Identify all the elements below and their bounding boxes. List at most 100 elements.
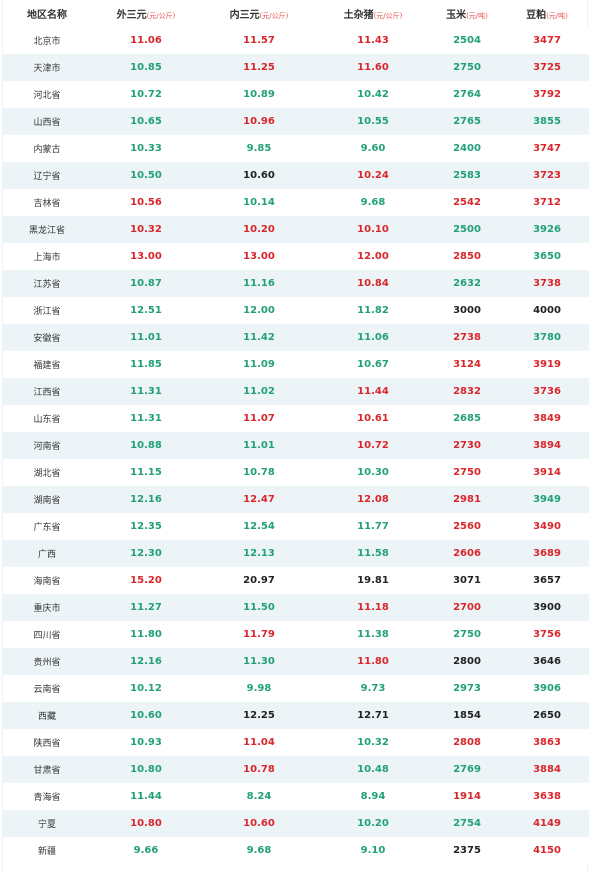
soymeal-price-cell: 3919	[505, 351, 589, 378]
soymeal-price-cell: 3792	[505, 81, 589, 108]
header-soymeal: 豆粕(元/吨)	[505, 0, 589, 27]
soymeal-price-cell: 3747	[505, 135, 589, 162]
soymeal-price-cell: 3914	[505, 459, 589, 486]
neisanyuan-price-cell: 11.30	[201, 648, 317, 675]
region-cell: 新疆	[3, 837, 91, 864]
header-waisanyuan-label: 外三元	[116, 10, 147, 21]
tuzazhu-price-cell: 10.55	[317, 108, 429, 135]
neisanyuan-price-cell: 12.25	[201, 702, 317, 729]
waisanyuan-price-cell: 10.60	[91, 702, 201, 729]
tuzazhu-price-cell: 9.68	[317, 189, 429, 216]
table-row: 江西省 11.31 11.02 11.44 2832 3736	[3, 378, 589, 405]
corn-price-cell: 2560	[429, 513, 505, 540]
tuzazhu-price-cell: 10.10	[317, 216, 429, 243]
tuzazhu-price-cell: 10.24	[317, 162, 429, 189]
soymeal-price-cell: 3894	[505, 432, 589, 459]
tuzazhu-price-cell: 12.71	[317, 702, 429, 729]
corn-price-cell: 2832	[429, 378, 505, 405]
waisanyuan-price-cell: 12.30	[91, 540, 201, 567]
tuzazhu-price-cell: 11.38	[317, 621, 429, 648]
tuzazhu-price-cell: 10.30	[317, 459, 429, 486]
table-row: 青海省 11.44 8.24 8.94 1914 3638	[3, 783, 589, 810]
corn-price-cell: 2850	[429, 243, 505, 270]
region-cell: 山西省	[3, 108, 91, 135]
waisanyuan-price-cell: 15.20	[91, 567, 201, 594]
tuzazhu-price-cell: 12.08	[317, 486, 429, 513]
table-row: 河北省 10.72 10.89 10.42 2764 3792	[3, 81, 589, 108]
region-cell: 山东省	[3, 405, 91, 432]
waisanyuan-price-cell: 10.72	[91, 81, 201, 108]
waisanyuan-price-cell: 12.51	[91, 297, 201, 324]
corn-price-cell: 2808	[429, 729, 505, 756]
waisanyuan-price-cell: 11.31	[91, 405, 201, 432]
soymeal-price-cell: 3490	[505, 513, 589, 540]
neisanyuan-price-cell: 20.97	[201, 567, 317, 594]
neisanyuan-price-cell: 11.02	[201, 378, 317, 405]
header-soymeal-label: 豆粕	[526, 10, 547, 21]
tuzazhu-price-cell: 19.81	[317, 567, 429, 594]
neisanyuan-price-cell: 9.98	[201, 675, 317, 702]
corn-price-cell: 3000	[429, 297, 505, 324]
region-cell: 福建省	[3, 351, 91, 378]
header-corn-label: 玉米	[446, 10, 467, 21]
region-cell: 辽宁省	[3, 162, 91, 189]
header-neisanyuan-unit: (元/公斤)	[259, 12, 289, 20]
corn-price-cell: 2750	[429, 621, 505, 648]
neisanyuan-price-cell: 12.54	[201, 513, 317, 540]
corn-price-cell: 2542	[429, 189, 505, 216]
tuzazhu-price-cell: 10.42	[317, 81, 429, 108]
region-cell: 甘肃省	[3, 756, 91, 783]
table-row: 吉林省 10.56 10.14 9.68 2542 3712	[3, 189, 589, 216]
waisanyuan-price-cell: 11.06	[91, 27, 201, 54]
region-cell: 海南省	[3, 567, 91, 594]
table-row: 海南省 15.20 20.97 19.81 3071 3657	[3, 567, 589, 594]
region-cell: 吉林省	[3, 189, 91, 216]
waisanyuan-price-cell: 11.85	[91, 351, 201, 378]
soymeal-price-cell: 3477	[505, 27, 589, 54]
region-cell: 云南省	[3, 675, 91, 702]
waisanyuan-price-cell: 10.50	[91, 162, 201, 189]
soymeal-price-cell: 4149	[505, 810, 589, 837]
tuzazhu-price-cell: 11.80	[317, 648, 429, 675]
tuzazhu-price-cell: 9.10	[317, 837, 429, 864]
region-cell: 广西	[3, 540, 91, 567]
soymeal-price-cell: 2650	[505, 702, 589, 729]
corn-price-cell: 2375	[429, 837, 505, 864]
table-row: 四川省 11.80 11.79 11.38 2750 3756	[3, 621, 589, 648]
soymeal-price-cell: 3638	[505, 783, 589, 810]
tuzazhu-price-cell: 11.18	[317, 594, 429, 621]
header-corn-unit: (元/吨)	[466, 12, 488, 20]
corn-price-cell: 2400	[429, 135, 505, 162]
header-region-label: 地区名称	[27, 10, 67, 21]
soymeal-price-cell: 3884	[505, 756, 589, 783]
corn-price-cell: 2700	[429, 594, 505, 621]
price-table: 地区名称 外三元(元/公斤) 内三元(元/公斤) 土杂猪(元/公斤) 玉米(元/…	[3, 0, 589, 864]
corn-price-cell: 2754	[429, 810, 505, 837]
soymeal-price-cell: 3849	[505, 405, 589, 432]
soymeal-price-cell: 3756	[505, 621, 589, 648]
corn-price-cell: 2765	[429, 108, 505, 135]
corn-price-cell: 2769	[429, 756, 505, 783]
tuzazhu-price-cell: 11.06	[317, 324, 429, 351]
tuzazhu-price-cell: 10.61	[317, 405, 429, 432]
corn-price-cell: 2730	[429, 432, 505, 459]
corn-price-cell: 3124	[429, 351, 505, 378]
waisanyuan-price-cell: 10.80	[91, 756, 201, 783]
waisanyuan-price-cell: 10.80	[91, 810, 201, 837]
neisanyuan-price-cell: 11.07	[201, 405, 317, 432]
neisanyuan-price-cell: 11.01	[201, 432, 317, 459]
tuzazhu-price-cell: 10.84	[317, 270, 429, 297]
waisanyuan-price-cell: 13.00	[91, 243, 201, 270]
waisanyuan-price-cell: 11.15	[91, 459, 201, 486]
corn-price-cell: 1854	[429, 702, 505, 729]
table-row: 福建省 11.85 11.09 10.67 3124 3919	[3, 351, 589, 378]
tuzazhu-price-cell: 11.60	[317, 54, 429, 81]
corn-price-cell: 2632	[429, 270, 505, 297]
tuzazhu-price-cell: 9.73	[317, 675, 429, 702]
neisanyuan-price-cell: 8.24	[201, 783, 317, 810]
waisanyuan-price-cell: 10.12	[91, 675, 201, 702]
waisanyuan-price-cell: 10.56	[91, 189, 201, 216]
corn-price-cell: 2973	[429, 675, 505, 702]
waisanyuan-price-cell: 12.35	[91, 513, 201, 540]
